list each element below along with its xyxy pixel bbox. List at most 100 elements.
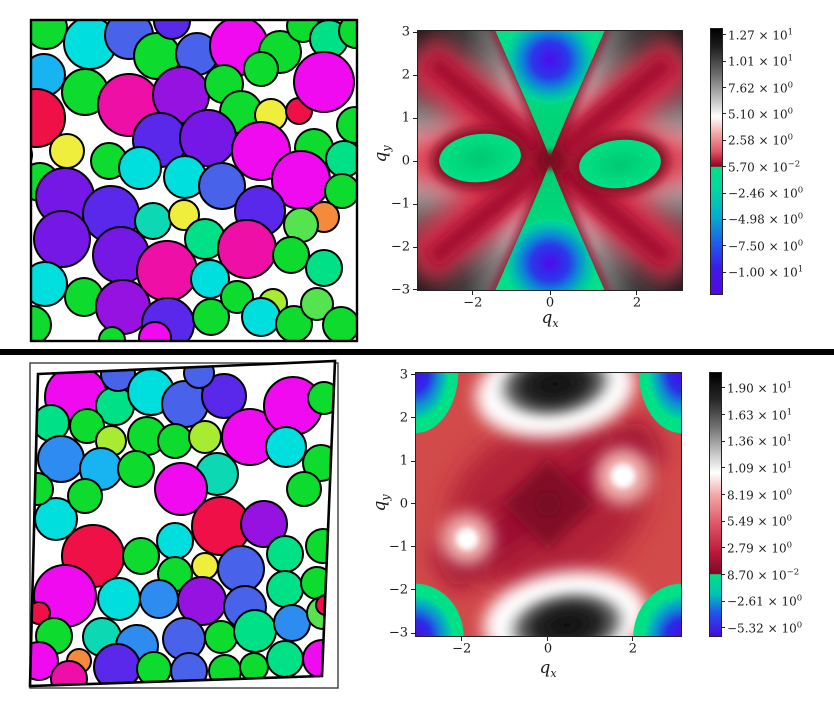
colorbar-tick-mark (723, 245, 726, 247)
x-tick-mark (461, 637, 463, 641)
y-axis-label-base: q (370, 151, 391, 163)
y-tick-mark (411, 589, 415, 591)
x-tick-label: 0 (545, 295, 555, 311)
disk (300, 287, 334, 321)
y-tick-label: 3 (399, 367, 408, 383)
y-tick-label: 0 (401, 153, 410, 169)
colorbar-tick-mark (722, 440, 725, 442)
colorbar-exponent: 0 (797, 211, 804, 222)
colorbar-tick-label: 5.10 × 100 (728, 106, 794, 122)
colorbar-tick-label: 1.01 × 101 (728, 53, 794, 69)
colorbar-tick-mark (722, 600, 725, 602)
disk (266, 535, 304, 573)
colorbar-exponent: 0 (786, 487, 793, 498)
disk (31, 20, 68, 50)
disk (31, 261, 68, 307)
disk (322, 306, 357, 341)
x-axis-label-sub: x (550, 667, 557, 681)
x-tick-label: 0 (543, 641, 553, 657)
y-tick-mark (413, 203, 417, 205)
colorbar-exponent: 0 (796, 620, 803, 631)
colorbar-tick-mark (723, 60, 726, 62)
y-tick-label: −3 (390, 282, 410, 298)
y-tick-label: 1 (401, 110, 410, 126)
disk (118, 146, 162, 190)
disk (156, 522, 194, 560)
colorbar-tick-label: 1.36 × 101 (727, 433, 793, 449)
colorbar-tick-label: −5.32 × 100 (727, 620, 803, 636)
x-tick-mark (632, 637, 634, 641)
disk (157, 423, 193, 459)
y-tick-mark (411, 503, 415, 505)
colorbar-tick-label: 2.79 × 100 (727, 540, 793, 556)
colorbar-tick-mark (723, 113, 726, 115)
disk (233, 609, 277, 653)
y-tick-label: −2 (388, 582, 408, 598)
disk (30, 472, 54, 506)
colorbar-tick-label: −2.61 × 100 (727, 593, 803, 609)
disk (201, 373, 247, 419)
colorbar-tick-label: 5.49 × 100 (727, 513, 793, 529)
colorbar-tick-label: 1.63 × 101 (727, 407, 793, 423)
contour-plot-top (417, 30, 683, 291)
colorbar-exponent: 1 (797, 264, 804, 275)
y-tick-label: 1 (399, 453, 408, 469)
colorbar-tick-mark (722, 467, 725, 469)
colorbar-exponent: 0 (787, 132, 794, 143)
colorbar-bottom (709, 372, 722, 637)
y-tick-label: 2 (399, 410, 408, 426)
x-axis-label-top: qx (541, 308, 558, 330)
y-tick-mark (411, 374, 415, 376)
y-axis-label-sub: y (380, 145, 394, 152)
disk (217, 545, 265, 593)
x-tick-mark (547, 637, 549, 641)
disk (324, 173, 357, 209)
colorbar-tick-mark (723, 87, 726, 89)
disk (204, 620, 238, 654)
packing-box-top-border (29, 18, 359, 343)
packing-top-disks (31, 20, 357, 341)
contour-plot-bottom (415, 372, 682, 637)
disk (33, 210, 91, 268)
colorbar-tick-label: 5.70 × 10−2 (728, 159, 801, 175)
y-tick-label: −1 (390, 196, 410, 212)
y-tick-mark (411, 417, 415, 419)
colorbar-tick-label: 1.90 × 101 (727, 380, 793, 396)
colorbar-tick-mark (722, 414, 725, 416)
disk (188, 420, 222, 454)
colorbar-exponent: −2 (787, 159, 801, 170)
colorbar-tick-label: −1.00 × 101 (728, 264, 804, 280)
disk (122, 537, 160, 575)
disk (30, 641, 59, 681)
colorbar-tick-label: 8.70 × 10−2 (727, 567, 800, 583)
colorbar-exponent: 0 (786, 513, 793, 524)
packing-box-bottom-border (28, 359, 337, 688)
colorbar-tick-mark (723, 139, 726, 141)
colorbar-exponent: 0 (796, 593, 803, 604)
y-tick-mark (413, 74, 417, 76)
disk (240, 500, 288, 548)
x-tick-mark (472, 291, 474, 295)
disk (191, 552, 219, 580)
disk (273, 604, 311, 642)
disk (266, 640, 304, 678)
y-tick-mark (413, 289, 417, 291)
y-tick-mark (411, 632, 415, 634)
panel-divider (0, 349, 834, 355)
y-tick-mark (411, 546, 415, 548)
contour-art-bottom (415, 372, 682, 637)
disk (286, 471, 322, 507)
disk (272, 236, 310, 274)
y-tick-mark (411, 460, 415, 462)
colorbar-exponent: 1 (786, 407, 793, 418)
colorbar-exponent: 0 (787, 80, 794, 91)
x-axis-label-bottom: qx (539, 658, 556, 680)
disk (266, 570, 304, 608)
packing-outer-box-bottom (29, 362, 339, 689)
colorbar-exponent: 1 (786, 433, 793, 444)
disk (198, 162, 246, 210)
disk (241, 297, 281, 337)
x-tick-label: 2 (632, 295, 642, 311)
